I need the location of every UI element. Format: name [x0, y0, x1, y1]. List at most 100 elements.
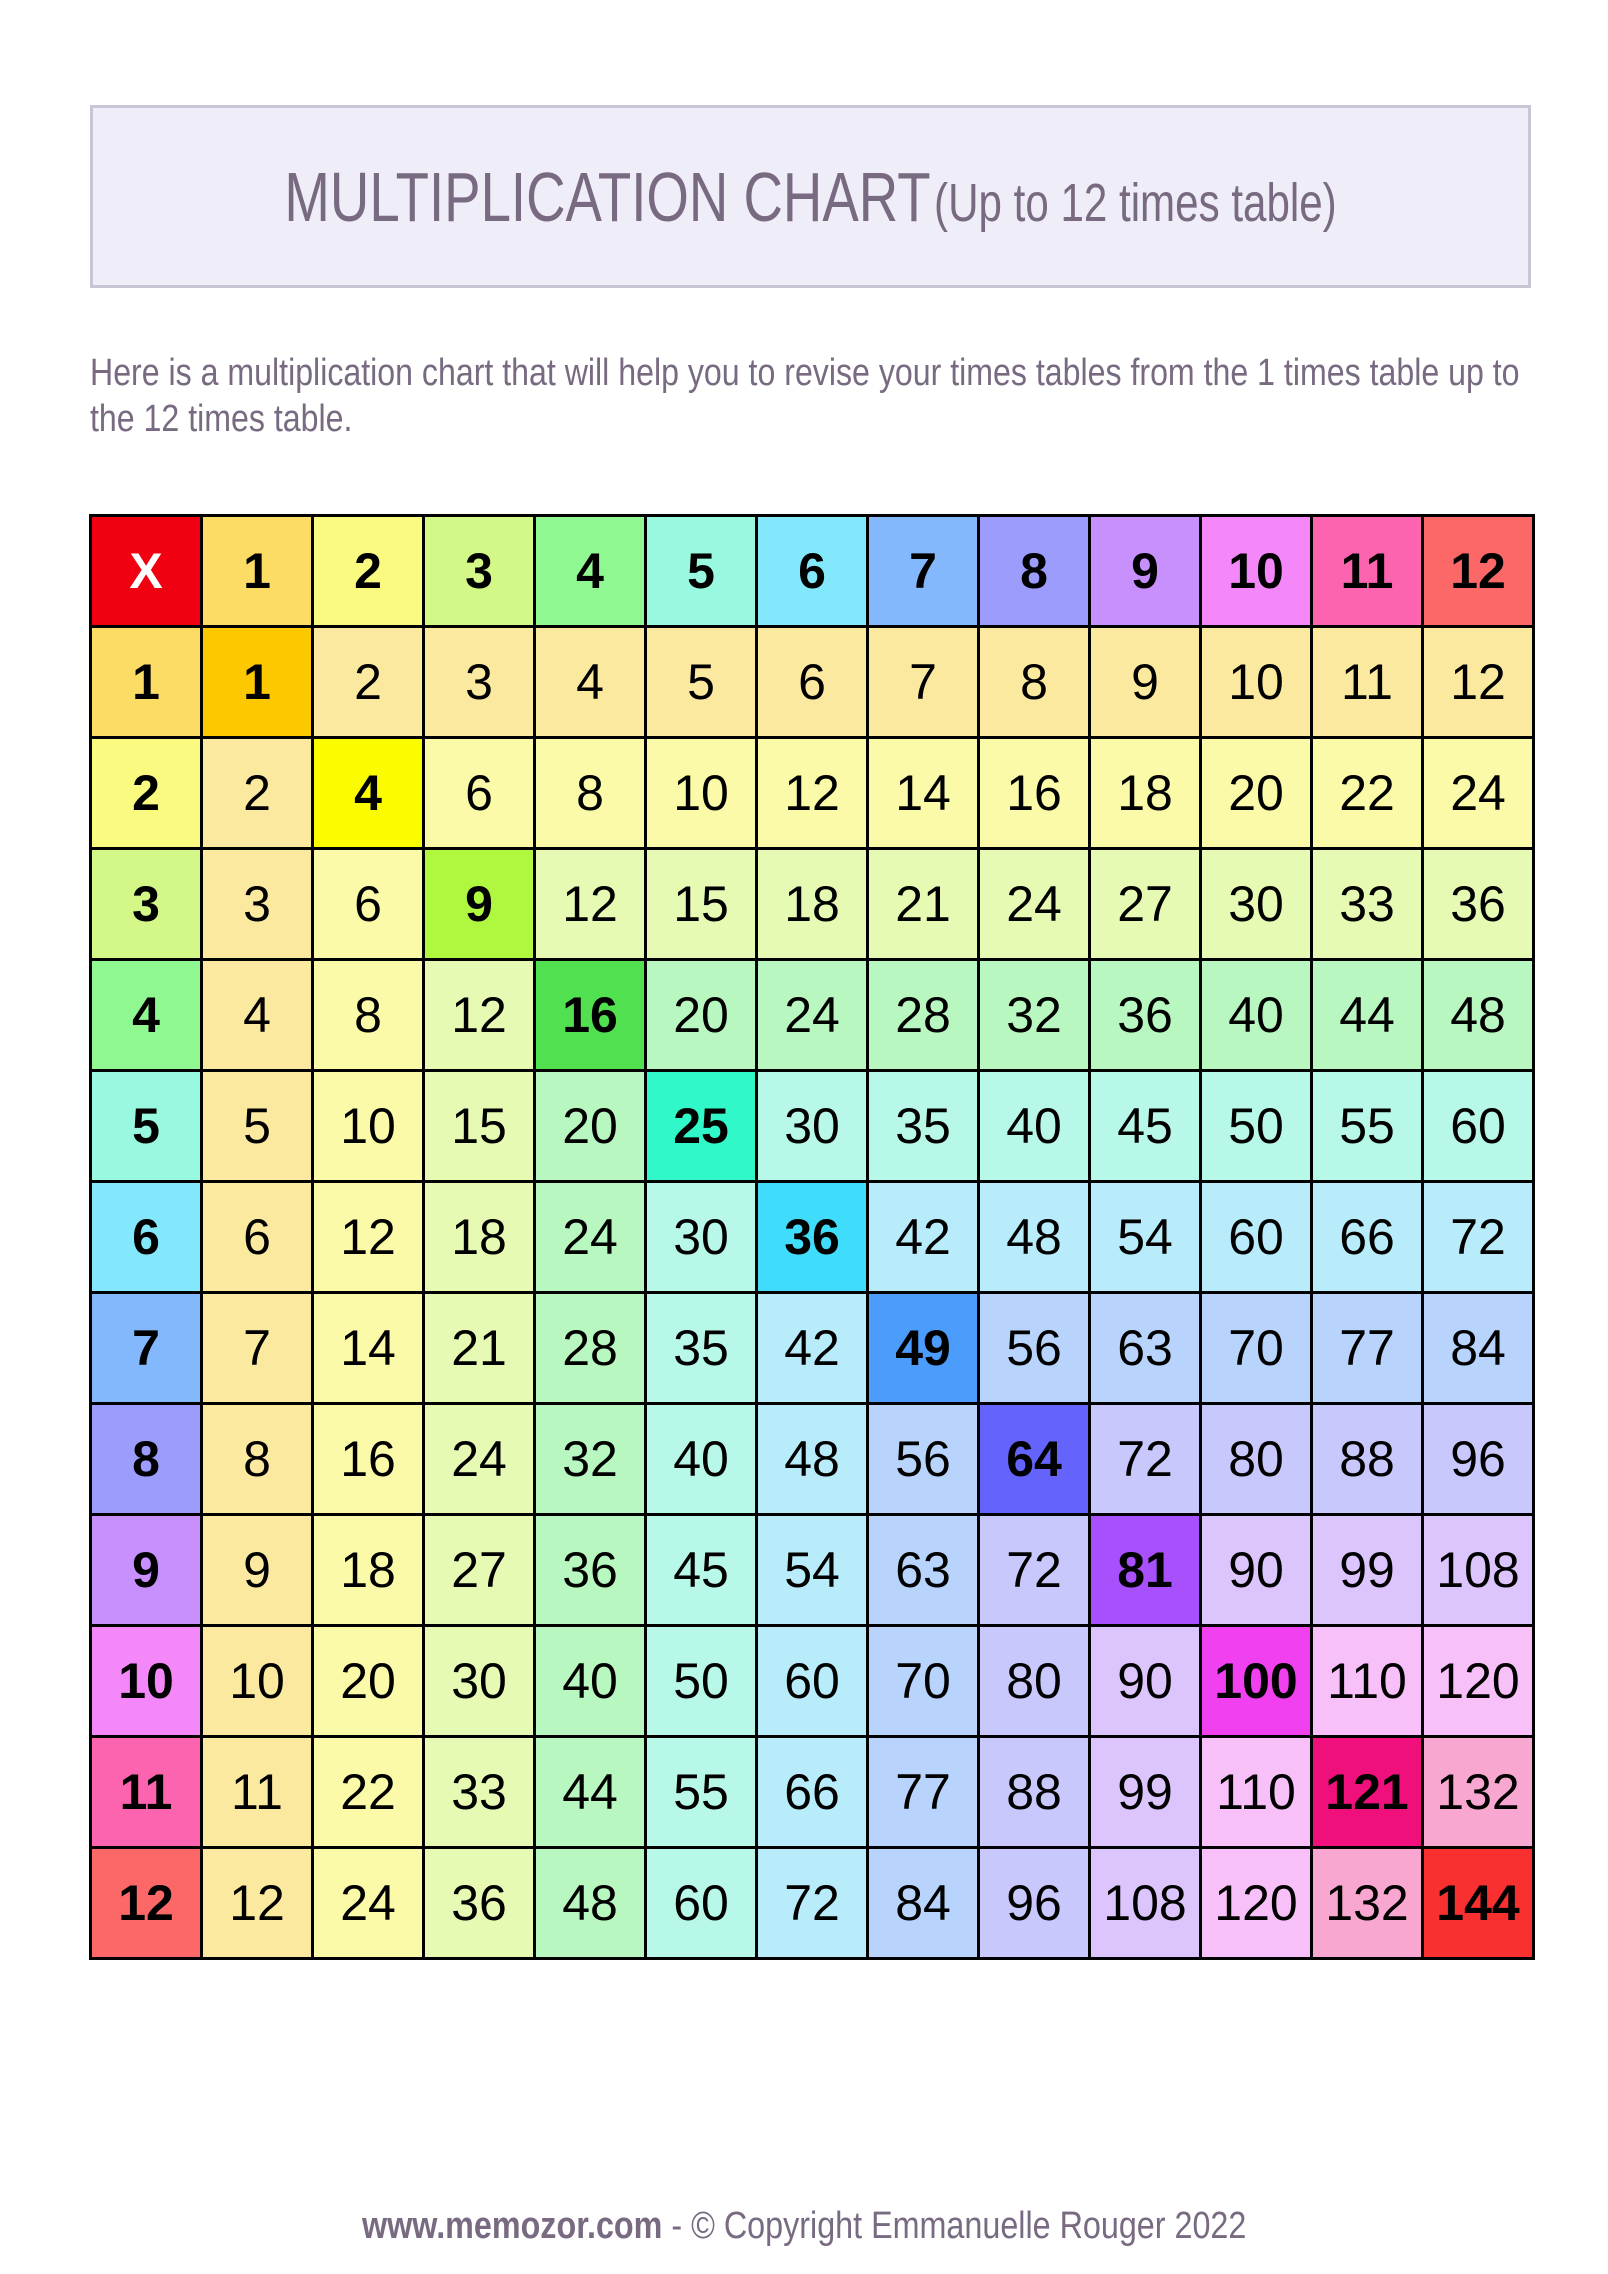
product-cell: 63	[1088, 1291, 1202, 1405]
row-header: 3	[89, 847, 203, 961]
product-cell: 18	[1088, 736, 1202, 850]
product-cell: 56	[977, 1291, 1091, 1405]
product-cell: 48	[755, 1402, 869, 1516]
product-cell: 33	[422, 1735, 536, 1849]
product-cell: 84	[866, 1846, 980, 1960]
table-row: 1 1 2 3 4 5 6 7 8 9 10 11 12	[89, 625, 1535, 739]
product-cell: 24	[755, 958, 869, 1072]
column-header: 5	[644, 514, 758, 628]
product-cell: 5	[644, 625, 758, 739]
product-cell: 12	[200, 1846, 314, 1960]
row-header: 11	[89, 1735, 203, 1849]
product-cell: 56	[866, 1402, 980, 1516]
square-cell: 1	[200, 625, 314, 739]
row-header: 6	[89, 1180, 203, 1294]
product-cell: 88	[977, 1735, 1091, 1849]
product-cell: 40	[977, 1069, 1091, 1183]
product-cell: 2	[311, 625, 425, 739]
column-header: 4	[533, 514, 647, 628]
product-cell: 50	[1199, 1069, 1313, 1183]
product-cell: 22	[311, 1735, 425, 1849]
product-cell: 90	[1088, 1624, 1202, 1738]
header-row: X 1 2 3 4 5 6 7 8 9 10 11 12	[89, 514, 1535, 628]
column-header: 1	[200, 514, 314, 628]
multiplication-table: X 1 2 3 4 5 6 7 8 9 10 11 12 1 1 2 3 4 5 6 7 8 9 10 11 12 2 2 4 6 8 10 1…	[89, 514, 1535, 1960]
square-cell: 16	[533, 958, 647, 1072]
product-cell: 77	[866, 1735, 980, 1849]
product-cell: 10	[644, 736, 758, 850]
product-cell: 55	[1310, 1069, 1424, 1183]
product-cell: 22	[1310, 736, 1424, 850]
table-row: 12 12 24 36 48 60 72 84 96 108 120 132 144	[89, 1846, 1535, 1960]
product-cell: 24	[311, 1846, 425, 1960]
product-cell: 63	[866, 1513, 980, 1627]
product-cell: 72	[1421, 1180, 1535, 1294]
product-cell: 7	[200, 1291, 314, 1405]
table-row: 11 11 22 33 44 55 66 77 88 99 110 121 132	[89, 1735, 1535, 1849]
product-cell: 66	[1310, 1180, 1424, 1294]
table-row: 9 9 18 27 36 45 54 63 72 81 90 99 108	[89, 1513, 1535, 1627]
product-cell: 24	[977, 847, 1091, 961]
table-row: 3 3 6 9 12 15 18 21 24 27 30 33 36	[89, 847, 1535, 961]
product-cell: 18	[755, 847, 869, 961]
title-box: MULTIPLICATION CHART (Up to 12 times tab…	[90, 105, 1531, 288]
product-cell: 10	[200, 1624, 314, 1738]
product-cell: 72	[977, 1513, 1091, 1627]
product-cell: 84	[1421, 1291, 1535, 1405]
product-cell: 14	[866, 736, 980, 850]
product-cell: 80	[977, 1624, 1091, 1738]
product-cell: 132	[1421, 1735, 1535, 1849]
product-cell: 42	[755, 1291, 869, 1405]
column-header: 12	[1421, 514, 1535, 628]
product-cell: 35	[644, 1291, 758, 1405]
product-cell: 8	[311, 958, 425, 1072]
product-cell: 30	[644, 1180, 758, 1294]
footer-site-link[interactable]: www.memozor.com	[361, 2205, 663, 2247]
product-cell: 60	[644, 1846, 758, 1960]
product-cell: 10	[311, 1069, 425, 1183]
product-cell: 24	[533, 1180, 647, 1294]
product-cell: 24	[422, 1402, 536, 1516]
product-cell: 16	[311, 1402, 425, 1516]
product-cell: 2	[200, 736, 314, 850]
product-cell: 55	[644, 1735, 758, 1849]
product-cell: 10	[1199, 625, 1313, 739]
product-cell: 50	[644, 1624, 758, 1738]
column-header: 7	[866, 514, 980, 628]
product-cell: 48	[1421, 958, 1535, 1072]
product-cell: 4	[533, 625, 647, 739]
square-cell: 25	[644, 1069, 758, 1183]
product-cell: 90	[1199, 1513, 1313, 1627]
product-cell: 54	[1088, 1180, 1202, 1294]
product-cell: 48	[533, 1846, 647, 1960]
product-cell: 132	[1310, 1846, 1424, 1960]
square-cell: 36	[755, 1180, 869, 1294]
square-cell: 64	[977, 1402, 1091, 1516]
square-cell: 81	[1088, 1513, 1202, 1627]
product-cell: 14	[311, 1291, 425, 1405]
product-cell: 77	[1310, 1291, 1424, 1405]
product-cell: 28	[866, 958, 980, 1072]
product-cell: 40	[1199, 958, 1313, 1072]
product-cell: 36	[1088, 958, 1202, 1072]
row-header: 5	[89, 1069, 203, 1183]
column-header: 2	[311, 514, 425, 628]
product-cell: 12	[1421, 625, 1535, 739]
product-cell: 12	[422, 958, 536, 1072]
product-cell: 32	[977, 958, 1091, 1072]
product-cell: 110	[1310, 1624, 1424, 1738]
product-cell: 66	[755, 1735, 869, 1849]
product-cell: 35	[866, 1069, 980, 1183]
product-cell: 5	[200, 1069, 314, 1183]
product-cell: 60	[755, 1624, 869, 1738]
product-cell: 20	[644, 958, 758, 1072]
product-cell: 30	[755, 1069, 869, 1183]
product-cell: 120	[1199, 1846, 1313, 1960]
page-title: MULTIPLICATION CHART (Up to 12 times tab…	[284, 157, 1336, 237]
product-cell: 12	[311, 1180, 425, 1294]
product-cell: 3	[422, 625, 536, 739]
product-cell: 54	[755, 1513, 869, 1627]
footer-separator: -	[662, 2205, 691, 2247]
product-cell: 44	[1310, 958, 1424, 1072]
product-cell: 6	[200, 1180, 314, 1294]
